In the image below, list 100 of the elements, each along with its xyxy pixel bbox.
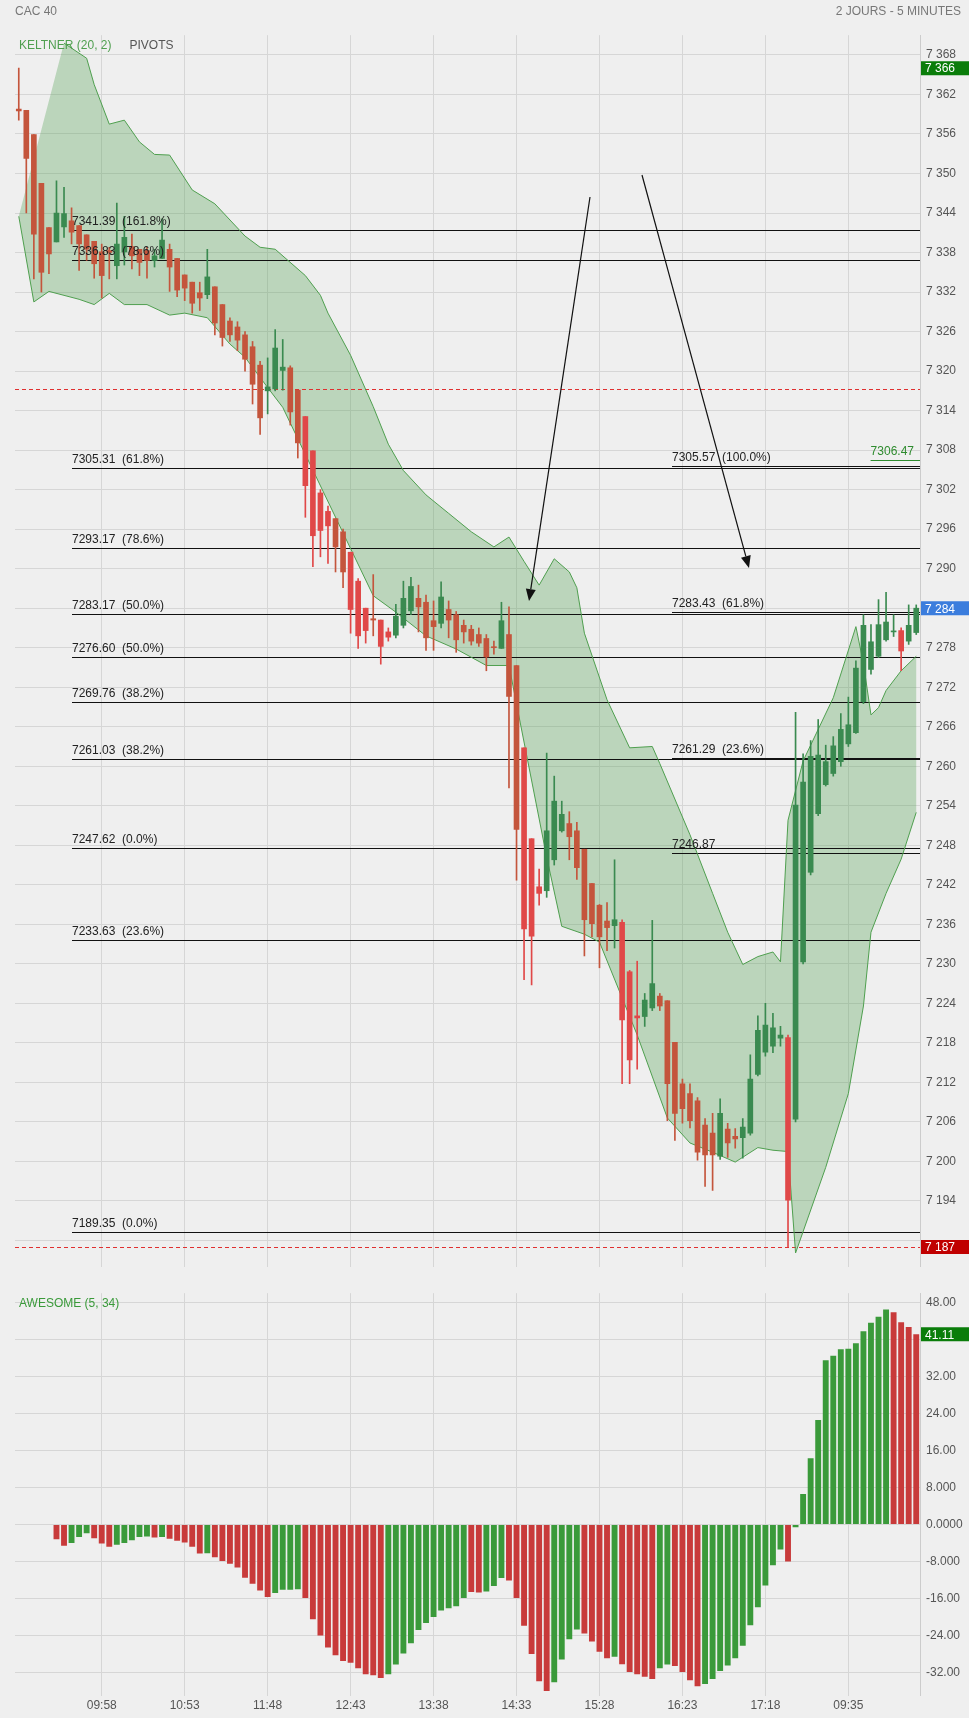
chart-subtitle: 2 JOURS - 5 MINUTES bbox=[835, 4, 961, 18]
bar bbox=[475, 1524, 482, 1593]
bar bbox=[159, 1524, 165, 1537]
y-tick-label: 7 278 bbox=[926, 640, 957, 655]
bar bbox=[611, 1524, 618, 1657]
y-tick-label: 32.00 bbox=[926, 1368, 957, 1383]
bar bbox=[83, 1524, 90, 1534]
y-tick-label: 7 338 bbox=[926, 244, 957, 259]
bar bbox=[196, 1524, 203, 1554]
bar bbox=[468, 1524, 475, 1592]
y-tick-label: 7 320 bbox=[926, 363, 957, 378]
bar bbox=[423, 1524, 429, 1623]
ref-line-label: 7283.17 (50.0%) bbox=[72, 597, 165, 612]
bar bbox=[340, 1524, 346, 1661]
bar bbox=[792, 1524, 799, 1528]
x-tick-label: 12:43 bbox=[335, 1698, 366, 1713]
y-tick-label: -24.00 bbox=[926, 1627, 961, 1642]
bar bbox=[702, 1524, 708, 1685]
bar bbox=[325, 1524, 331, 1648]
candlestick bbox=[491, 640, 497, 655]
x-tick-label: 09:35 bbox=[833, 1698, 864, 1713]
y-tick-label: -16.00 bbox=[926, 1590, 961, 1605]
y-tick-label: 7 224 bbox=[926, 995, 957, 1010]
bar bbox=[589, 1524, 595, 1642]
y-tick-label: 7 248 bbox=[926, 837, 957, 852]
bar bbox=[408, 1524, 414, 1644]
bar bbox=[483, 1524, 490, 1592]
y-tick-label: 7 326 bbox=[926, 323, 957, 338]
bar bbox=[460, 1524, 467, 1599]
x-tick-label: 09:58 bbox=[86, 1698, 118, 1713]
bar bbox=[604, 1524, 610, 1659]
candlestick bbox=[604, 902, 610, 951]
bar bbox=[61, 1524, 67, 1546]
candlestick bbox=[325, 505, 331, 564]
bar bbox=[144, 1524, 150, 1537]
y-tick-label: 7 212 bbox=[926, 1074, 957, 1089]
ref-line-label: 7269.76 (38.2%) bbox=[72, 685, 165, 700]
y-tick-label: 7 254 bbox=[926, 798, 957, 813]
y-tick-label: 7 344 bbox=[926, 205, 957, 220]
bar bbox=[385, 1524, 392, 1675]
y-tick-label: 7 308 bbox=[926, 442, 957, 457]
ref-line-label: 7293.17 (78.6%) bbox=[72, 531, 165, 546]
y-tick-label: 7 266 bbox=[926, 719, 957, 734]
y-tick-label: 7 314 bbox=[926, 402, 957, 417]
ref-line-label: 7189.35 (0.0%) bbox=[72, 1215, 158, 1230]
ref-line-label: 7276.60 (50.0%) bbox=[72, 640, 165, 655]
ref-line-label: 7247.62 (0.0%) bbox=[72, 831, 158, 846]
x-tick-label: 17:18 bbox=[750, 1698, 781, 1713]
bar bbox=[294, 1524, 301, 1590]
bar bbox=[800, 1493, 807, 1524]
y-tick-label: 48.00 bbox=[926, 1294, 957, 1309]
annotation: PIVOTS bbox=[129, 37, 174, 52]
bar bbox=[868, 1322, 874, 1524]
y-tick-label: 7 272 bbox=[926, 679, 957, 694]
bar bbox=[551, 1524, 558, 1683]
ref-line-label: 7283.43 (61.8%) bbox=[672, 595, 765, 610]
bar bbox=[687, 1524, 693, 1681]
bar bbox=[770, 1524, 776, 1566]
x-tick-label: 11:48 bbox=[253, 1698, 283, 1713]
bar bbox=[883, 1309, 889, 1524]
ref-line-label: 7306.47 bbox=[870, 444, 915, 459]
bar bbox=[619, 1524, 626, 1665]
y-tick-label: 7 218 bbox=[926, 1035, 957, 1050]
bar bbox=[204, 1524, 211, 1554]
y-tick-label: 7 290 bbox=[926, 560, 957, 575]
x-tick-label: 10:53 bbox=[169, 1698, 201, 1713]
ref-line-label: 7305.31 (61.8%) bbox=[72, 451, 165, 466]
y-tick-label: 7 368 bbox=[926, 47, 957, 62]
bar bbox=[272, 1524, 279, 1593]
x-tick-label: 15:28 bbox=[584, 1698, 615, 1713]
y-tick-label: 24.00 bbox=[926, 1405, 957, 1420]
y-tick-label: 7 296 bbox=[926, 521, 957, 536]
ref-line-label: 7233.63 (23.6%) bbox=[72, 923, 165, 938]
y-tick-label: 7 362 bbox=[926, 86, 957, 101]
y-tick-label: 7 302 bbox=[926, 481, 957, 496]
bar bbox=[377, 1524, 384, 1679]
candlestick bbox=[196, 281, 203, 311]
y-tick-label: 7 356 bbox=[926, 126, 957, 141]
y-tick-label: 7 200 bbox=[926, 1153, 957, 1168]
y-tick-label: 7 194 bbox=[926, 1193, 957, 1208]
bar bbox=[521, 1524, 527, 1626]
bar bbox=[573, 1524, 580, 1630]
candlestick bbox=[370, 574, 377, 637]
x-tick-label: 13:38 bbox=[418, 1698, 449, 1713]
ref-line-label: 7305.57 (100.0%) bbox=[672, 450, 771, 465]
y-tick-label: 7 242 bbox=[926, 877, 957, 892]
ref-line-label: 7246.87 bbox=[672, 836, 716, 851]
y-tick-label: 0.0000 bbox=[926, 1516, 964, 1531]
bar bbox=[302, 1524, 309, 1599]
y-tick-label: 7 206 bbox=[926, 1114, 957, 1129]
bar bbox=[543, 1524, 550, 1691]
ref-line-label: 7261.03 (38.2%) bbox=[72, 743, 165, 758]
bar bbox=[91, 1524, 98, 1539]
bar bbox=[785, 1524, 791, 1562]
bar bbox=[227, 1524, 233, 1564]
y-tick-label: 7 366 bbox=[925, 61, 956, 76]
y-tick-label: 7 284 bbox=[925, 601, 956, 616]
bar bbox=[506, 1524, 512, 1581]
bar bbox=[242, 1524, 248, 1578]
y-tick-label: 7 332 bbox=[926, 284, 957, 299]
